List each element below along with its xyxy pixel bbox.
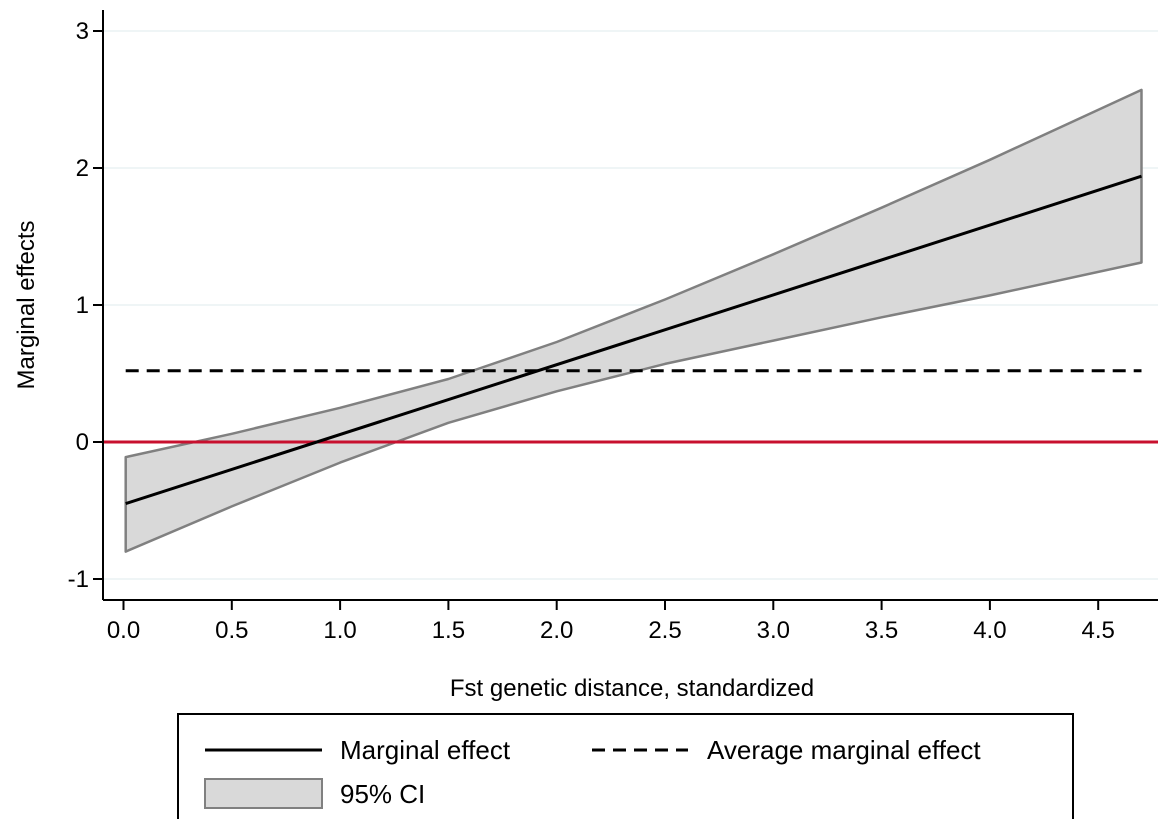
axes-layer: -1 0 1 2 3 0.0 0.5 1.0 1.5 2.0 2.5 3.0 3.5 4.0 4.5 [68, 10, 1158, 644]
legend-label-average-marginal-effect: Average marginal effect [707, 735, 981, 765]
y-tick-label: 2 [76, 155, 89, 182]
marginal-effect-line [125, 174, 1142, 506]
y-axis-title: Marginal effects [13, 221, 40, 390]
x-tick-label: 4.0 [973, 617, 1006, 644]
y-tick-label: 3 [76, 18, 89, 45]
x-tick-label: 3.5 [865, 617, 898, 644]
legend-label-marginal-effect: Marginal effect [340, 735, 511, 765]
x-tick-label: 0.5 [215, 617, 248, 644]
x-tick-label: 1.5 [432, 617, 465, 644]
x-tick-label: 2.0 [540, 617, 573, 644]
y-tick-label: -1 [68, 566, 89, 593]
y-tick-label: 1 [76, 292, 89, 319]
x-tick-label: 3.0 [757, 617, 790, 644]
ci-layer [124, 88, 1143, 553]
legend-swatch-ci [204, 778, 323, 809]
x-tick-label: 1.0 [323, 617, 356, 644]
ci-band [124, 88, 1143, 553]
legend: Marginal effect Average marginal effect … [177, 713, 1074, 819]
y-tick-label: 0 [76, 429, 89, 456]
grid-layer [103, 30, 1158, 580]
legend-frame [177, 713, 1074, 819]
legend-label-ci: 95% CI [340, 779, 425, 809]
x-axis-title: Fst genetic distance, standardized [450, 675, 814, 702]
series-layer [125, 174, 1142, 506]
x-tick-label: 4.5 [1082, 617, 1115, 644]
x-tick-label: 0.0 [107, 617, 140, 644]
x-tick-label: 2.5 [648, 617, 681, 644]
